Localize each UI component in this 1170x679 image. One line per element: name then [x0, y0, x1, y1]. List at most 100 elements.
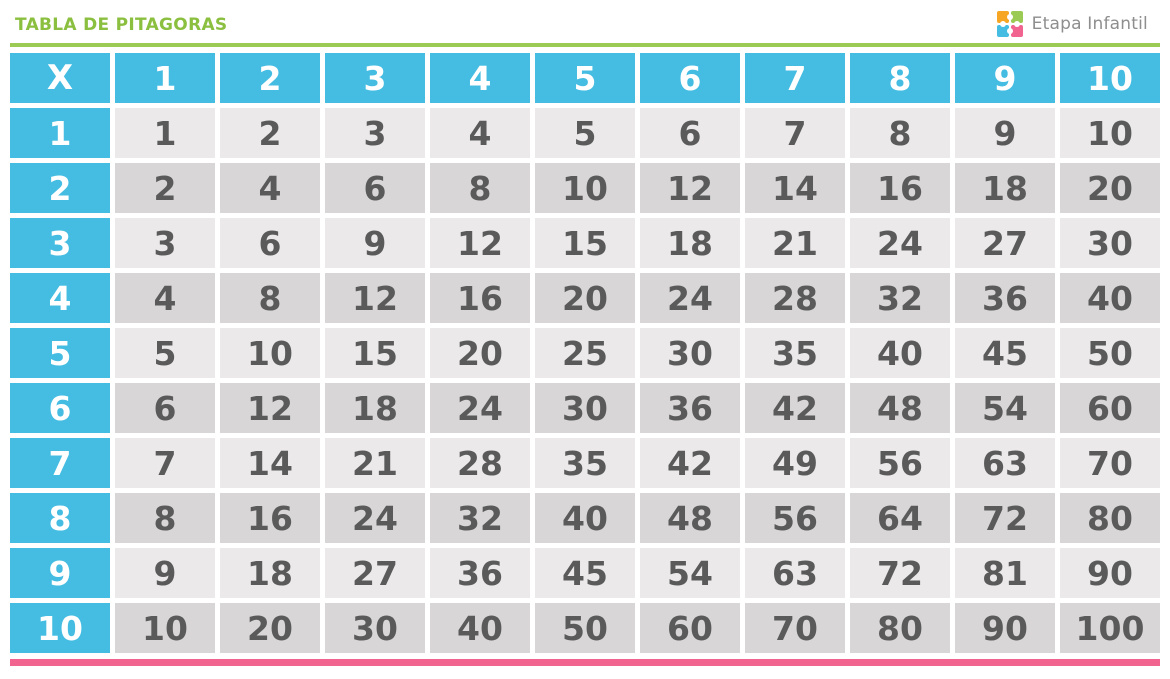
product-cell: 50	[1060, 328, 1160, 378]
product-cell: 10	[115, 603, 215, 653]
row-header: 5	[10, 328, 110, 378]
product-cell: 28	[745, 273, 845, 323]
product-cell: 27	[955, 218, 1055, 268]
product-cell: 63	[955, 438, 1055, 488]
row-header: 4	[10, 273, 110, 323]
row-header: 2	[10, 163, 110, 213]
product-cell: 80	[1060, 493, 1160, 543]
product-cell: 70	[745, 603, 845, 653]
row-header: 10	[10, 603, 110, 653]
product-cell: 16	[430, 273, 530, 323]
product-cell: 18	[955, 163, 1055, 213]
row-header: 6	[10, 383, 110, 433]
product-cell: 18	[220, 548, 320, 598]
product-cell: 56	[745, 493, 845, 543]
product-cell: 90	[1060, 548, 1160, 598]
product-cell: 16	[850, 163, 950, 213]
product-cell: 40	[850, 328, 950, 378]
product-cell: 20	[220, 603, 320, 653]
brand: Etapa Infantil	[996, 9, 1148, 39]
product-cell: 6	[640, 108, 740, 158]
puzzle-logo-icon	[996, 11, 1023, 37]
column-header: 3	[325, 53, 425, 103]
product-cell: 2	[115, 163, 215, 213]
product-cell: 12	[220, 383, 320, 433]
column-header: 2	[220, 53, 320, 103]
product-cell: 5	[535, 108, 635, 158]
product-cell: 4	[430, 108, 530, 158]
product-cell: 36	[955, 273, 1055, 323]
product-cell: 5	[115, 328, 215, 378]
product-cell: 60	[1060, 383, 1160, 433]
product-cell: 3	[325, 108, 425, 158]
product-cell: 42	[640, 438, 740, 488]
product-cell: 3	[115, 218, 215, 268]
product-cell: 35	[745, 328, 845, 378]
product-cell: 40	[430, 603, 530, 653]
product-cell: 30	[1060, 218, 1160, 268]
row-header: 1	[10, 108, 110, 158]
product-cell: 21	[325, 438, 425, 488]
product-cell: 16	[220, 493, 320, 543]
product-cell: 27	[325, 548, 425, 598]
product-cell: 6	[325, 163, 425, 213]
product-cell: 30	[325, 603, 425, 653]
product-cell: 80	[850, 603, 950, 653]
product-cell: 40	[535, 493, 635, 543]
product-cell: 10	[220, 328, 320, 378]
product-cell: 24	[850, 218, 950, 268]
column-header: 8	[850, 53, 950, 103]
column-header: 5	[535, 53, 635, 103]
product-cell: 8	[220, 273, 320, 323]
bottom-divider	[10, 659, 1160, 666]
product-cell: 14	[220, 438, 320, 488]
product-cell: 2	[220, 108, 320, 158]
product-cell: 24	[640, 273, 740, 323]
product-cell: 100	[1060, 603, 1160, 653]
product-cell: 56	[850, 438, 950, 488]
row-header: 8	[10, 493, 110, 543]
product-cell: 12	[430, 218, 530, 268]
page-header: TABLA DE PITAGORAS Etapa Infantil	[10, 6, 1160, 42]
product-cell: 64	[850, 493, 950, 543]
column-header: 4	[430, 53, 530, 103]
column-header: 7	[745, 53, 845, 103]
product-cell: 45	[955, 328, 1055, 378]
product-cell: 54	[955, 383, 1055, 433]
product-cell: 18	[640, 218, 740, 268]
top-divider	[10, 43, 1160, 47]
product-cell: 1	[115, 108, 215, 158]
product-cell: 28	[430, 438, 530, 488]
product-cell: 48	[640, 493, 740, 543]
column-header: 6	[640, 53, 740, 103]
product-cell: 90	[955, 603, 1055, 653]
product-cell: 21	[745, 218, 845, 268]
product-cell: 72	[955, 493, 1055, 543]
column-header: 1	[115, 53, 215, 103]
product-cell: 10	[535, 163, 635, 213]
product-cell: 4	[220, 163, 320, 213]
product-cell: 9	[955, 108, 1055, 158]
corner-cell: X	[10, 53, 110, 103]
product-cell: 7	[115, 438, 215, 488]
product-cell: 4	[115, 273, 215, 323]
product-cell: 7	[745, 108, 845, 158]
product-cell: 32	[850, 273, 950, 323]
product-cell: 30	[535, 383, 635, 433]
product-cell: 72	[850, 548, 950, 598]
product-cell: 25	[535, 328, 635, 378]
product-cell: 42	[745, 383, 845, 433]
row-header: 7	[10, 438, 110, 488]
product-cell: 49	[745, 438, 845, 488]
product-cell: 60	[640, 603, 740, 653]
product-cell: 70	[1060, 438, 1160, 488]
product-cell: 8	[850, 108, 950, 158]
product-cell: 15	[535, 218, 635, 268]
product-cell: 54	[640, 548, 740, 598]
column-header: 10	[1060, 53, 1160, 103]
row-header: 3	[10, 218, 110, 268]
product-cell: 32	[430, 493, 530, 543]
product-cell: 63	[745, 548, 845, 598]
product-cell: 6	[220, 218, 320, 268]
product-cell: 14	[745, 163, 845, 213]
